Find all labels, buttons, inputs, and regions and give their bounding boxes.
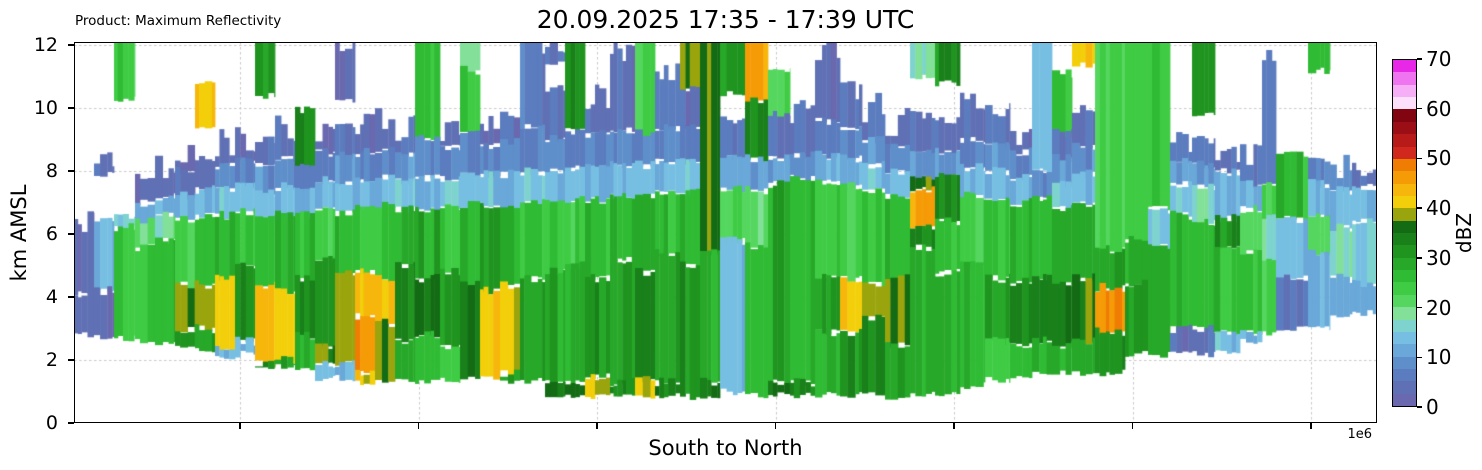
- colorbar-swatch: [1393, 97, 1416, 110]
- colorbar-swatch: [1393, 134, 1416, 147]
- colorbar-swatch: [1393, 220, 1416, 234]
- colorbar-swatch: [1393, 84, 1416, 98]
- colorbar-tick-mark: [1417, 306, 1422, 309]
- y-tick-label: 0: [45, 412, 58, 434]
- colorbar-swatch: [1393, 208, 1416, 221]
- colorbar-swatch: [1393, 233, 1416, 246]
- colorbar-tick-mark: [1417, 157, 1422, 160]
- colorbar-tick-label: 40: [1426, 196, 1452, 221]
- colorbar-tick-label: 0: [1426, 395, 1439, 419]
- colorbar: [1392, 59, 1417, 407]
- colorbar-swatch: [1393, 195, 1416, 209]
- x-tick-mark: [1131, 423, 1134, 429]
- colorbar-swatch: [1393, 158, 1416, 172]
- colorbar-swatch: [1393, 109, 1416, 122]
- colorbar-swatch: [1393, 319, 1416, 332]
- colorbar-tick-mark: [1417, 207, 1422, 209]
- colorbar-swatch: [1393, 381, 1416, 394]
- colorbar-tick-label: 60: [1426, 96, 1452, 121]
- x-axis-label: South to North: [648, 436, 803, 460]
- y-tick-label: 2: [45, 349, 58, 372]
- colorbar-swatch: [1393, 294, 1416, 308]
- x-tick-mark: [774, 423, 777, 429]
- colorbar-swatch: [1393, 72, 1416, 85]
- y-tick-label: 6: [45, 223, 58, 246]
- y-tick-mark: [68, 296, 74, 298]
- colorbar-swatch: [1393, 183, 1416, 196]
- y-tick-mark: [68, 422, 74, 424]
- colorbar-swatch: [1393, 270, 1416, 283]
- y-tick-label: 10: [33, 97, 58, 120]
- x-tick-mark: [417, 423, 420, 429]
- y-tick-mark: [68, 359, 74, 361]
- colorbar-swatch: [1393, 171, 1416, 184]
- colorbar-swatch: [1393, 282, 1416, 295]
- colorbar-swatch: [1393, 331, 1416, 345]
- product-label: Product: Maximum Reflectivity: [75, 13, 282, 29]
- colorbar-tick-label: 20: [1426, 295, 1452, 320]
- y-tick-label: 12: [33, 34, 58, 57]
- chart-title: 20.09.2025 17:35 - 17:39 UTC: [536, 5, 915, 34]
- colorbar-swatch: [1393, 356, 1416, 369]
- colorbar-tick-mark: [1417, 58, 1422, 60]
- colorbar-swatch: [1393, 245, 1416, 258]
- colorbar-tick-label: 30: [1426, 245, 1452, 270]
- y-tick-mark: [68, 107, 74, 109]
- colorbar-swatch: [1393, 393, 1416, 407]
- x-axis-offset-label: 1e6: [1347, 427, 1372, 442]
- x-tick-mark: [953, 423, 955, 429]
- colorbar-swatch: [1393, 60, 1416, 73]
- y-tick-mark: [68, 233, 74, 235]
- colorbar-swatch: [1393, 344, 1416, 357]
- y-tick-mark: [68, 170, 74, 172]
- colorbar-tick-label: 70: [1426, 47, 1452, 71]
- colorbar-tick-mark: [1417, 356, 1422, 359]
- colorbar-tick-mark: [1417, 107, 1422, 110]
- y-tick-label: 4: [45, 286, 58, 309]
- colorbar-tick-mark: [1417, 257, 1422, 259]
- colorbar-swatch: [1393, 307, 1416, 320]
- x-tick-mark: [596, 423, 598, 429]
- y-tick-mark: [68, 44, 74, 46]
- colorbar-swatch: [1393, 368, 1416, 382]
- x-tick-mark: [239, 423, 241, 429]
- colorbar-tick-label: 50: [1426, 146, 1452, 171]
- colorbar-swatch: [1393, 121, 1416, 135]
- colorbar-tick-mark: [1417, 406, 1422, 408]
- colorbar-swatch: [1393, 257, 1416, 271]
- colorbar-swatch: [1393, 146, 1416, 159]
- y-tick-label: 8: [45, 160, 58, 183]
- x-tick-mark: [1310, 423, 1312, 429]
- reflectivity-heatmap: [74, 42, 1377, 423]
- colorbar-tick-label: 10: [1426, 345, 1452, 370]
